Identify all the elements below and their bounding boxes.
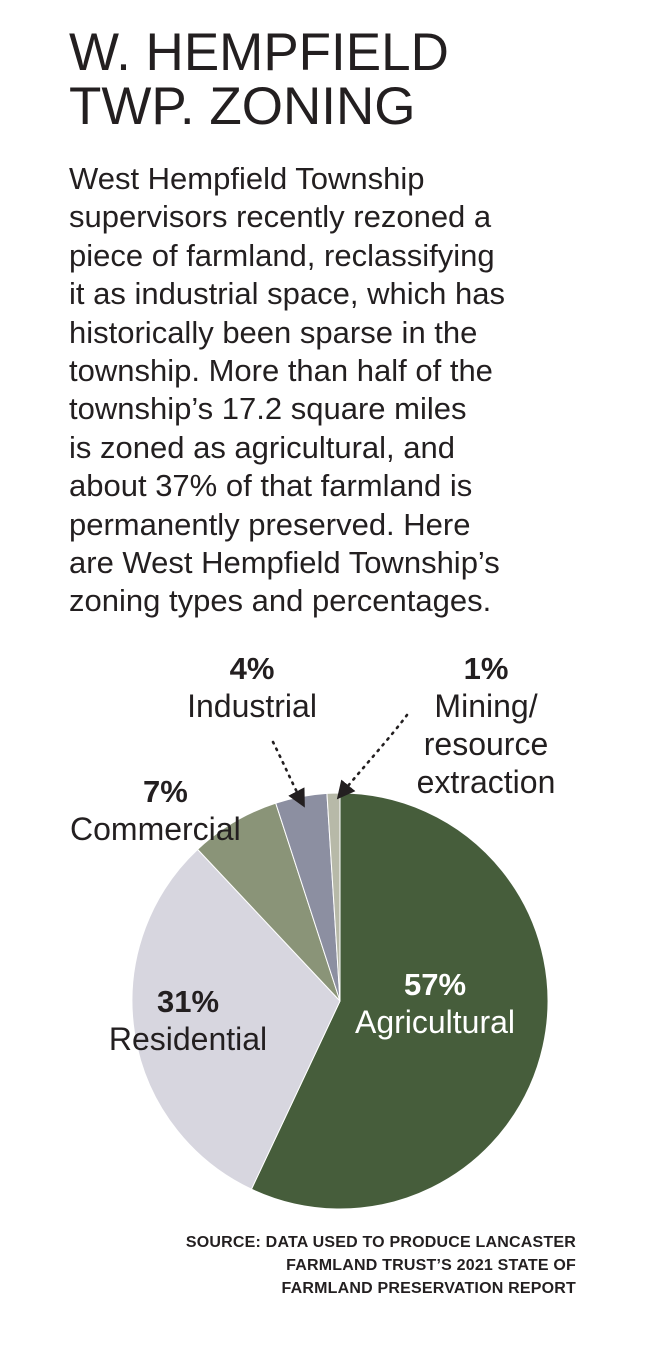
description-line: are West Hempfield Township’s xyxy=(69,545,500,581)
industrial-leader-arrow xyxy=(271,740,306,808)
description-line: township. More than half of the xyxy=(69,353,493,389)
title-line-2: TWP. ZONING xyxy=(69,77,416,136)
industrial-percent-label: 4% xyxy=(230,651,275,686)
description-line: township’s 17.2 square miles xyxy=(69,391,467,427)
description-line: supervisors recently rezoned a xyxy=(69,199,492,235)
source-line: FARMLAND TRUST’S 2021 STATE OF xyxy=(286,1257,576,1274)
description-line: piece of farmland, reclassifying xyxy=(69,237,495,273)
chart-title: W. HEMPFIELD TWP. ZONING xyxy=(69,26,629,134)
agricultural-percent-label: 57% xyxy=(404,967,466,1002)
pie-slice-residential xyxy=(131,848,341,1190)
description-line: permanently preserved. Here xyxy=(69,506,471,542)
commercial-percent-label: 7% xyxy=(143,774,188,809)
pie-chart: 57%Agricultural 31%Residential 7%Commercia… xyxy=(70,651,555,1210)
mining-name-label: resource xyxy=(424,726,549,762)
description-line: it as industrial space, which has xyxy=(69,276,505,312)
description-line: is zoned as agricultural, and xyxy=(69,429,456,465)
leader-lines xyxy=(271,713,409,808)
mining-leader-arrow xyxy=(336,713,409,800)
pie-slice-agricultural xyxy=(250,792,549,1210)
slice-labels: 57%Agricultural 31%Residential 7%Commercia… xyxy=(70,651,555,1057)
mining-name-label: Mining/ xyxy=(434,688,537,724)
source-note: SOURCE: DATA USED TO PRODUCE LANCASTER F… xyxy=(16,1231,576,1300)
commercial-name-label: Commercial xyxy=(70,811,241,847)
residential-percent-label: 31% xyxy=(157,984,219,1019)
mining-percent-label: 1% xyxy=(464,651,509,686)
source-line: SOURCE: DATA USED TO PRODUCE LANCASTER xyxy=(185,1234,576,1251)
source-line: FARMLAND PRESERVATION REPORT xyxy=(281,1280,576,1297)
pie-slices xyxy=(131,792,549,1210)
mining-name-label: extraction xyxy=(417,764,556,800)
description-line: West Hempfield Township xyxy=(69,161,425,196)
industrial-name-label: Industrial xyxy=(187,688,317,724)
description-line: historically been sparse in the xyxy=(69,314,478,350)
title-line-1: W. HEMPFIELD xyxy=(69,23,449,82)
agricultural-name-label: Agricultural xyxy=(355,1004,515,1040)
description: West Hempfield Township supervisors rece… xyxy=(69,160,629,621)
description-line: zoning types and percentages. xyxy=(69,583,492,619)
residential-name-label: Residential xyxy=(109,1021,267,1057)
description-line: about 37% of that farmland is xyxy=(69,468,473,504)
